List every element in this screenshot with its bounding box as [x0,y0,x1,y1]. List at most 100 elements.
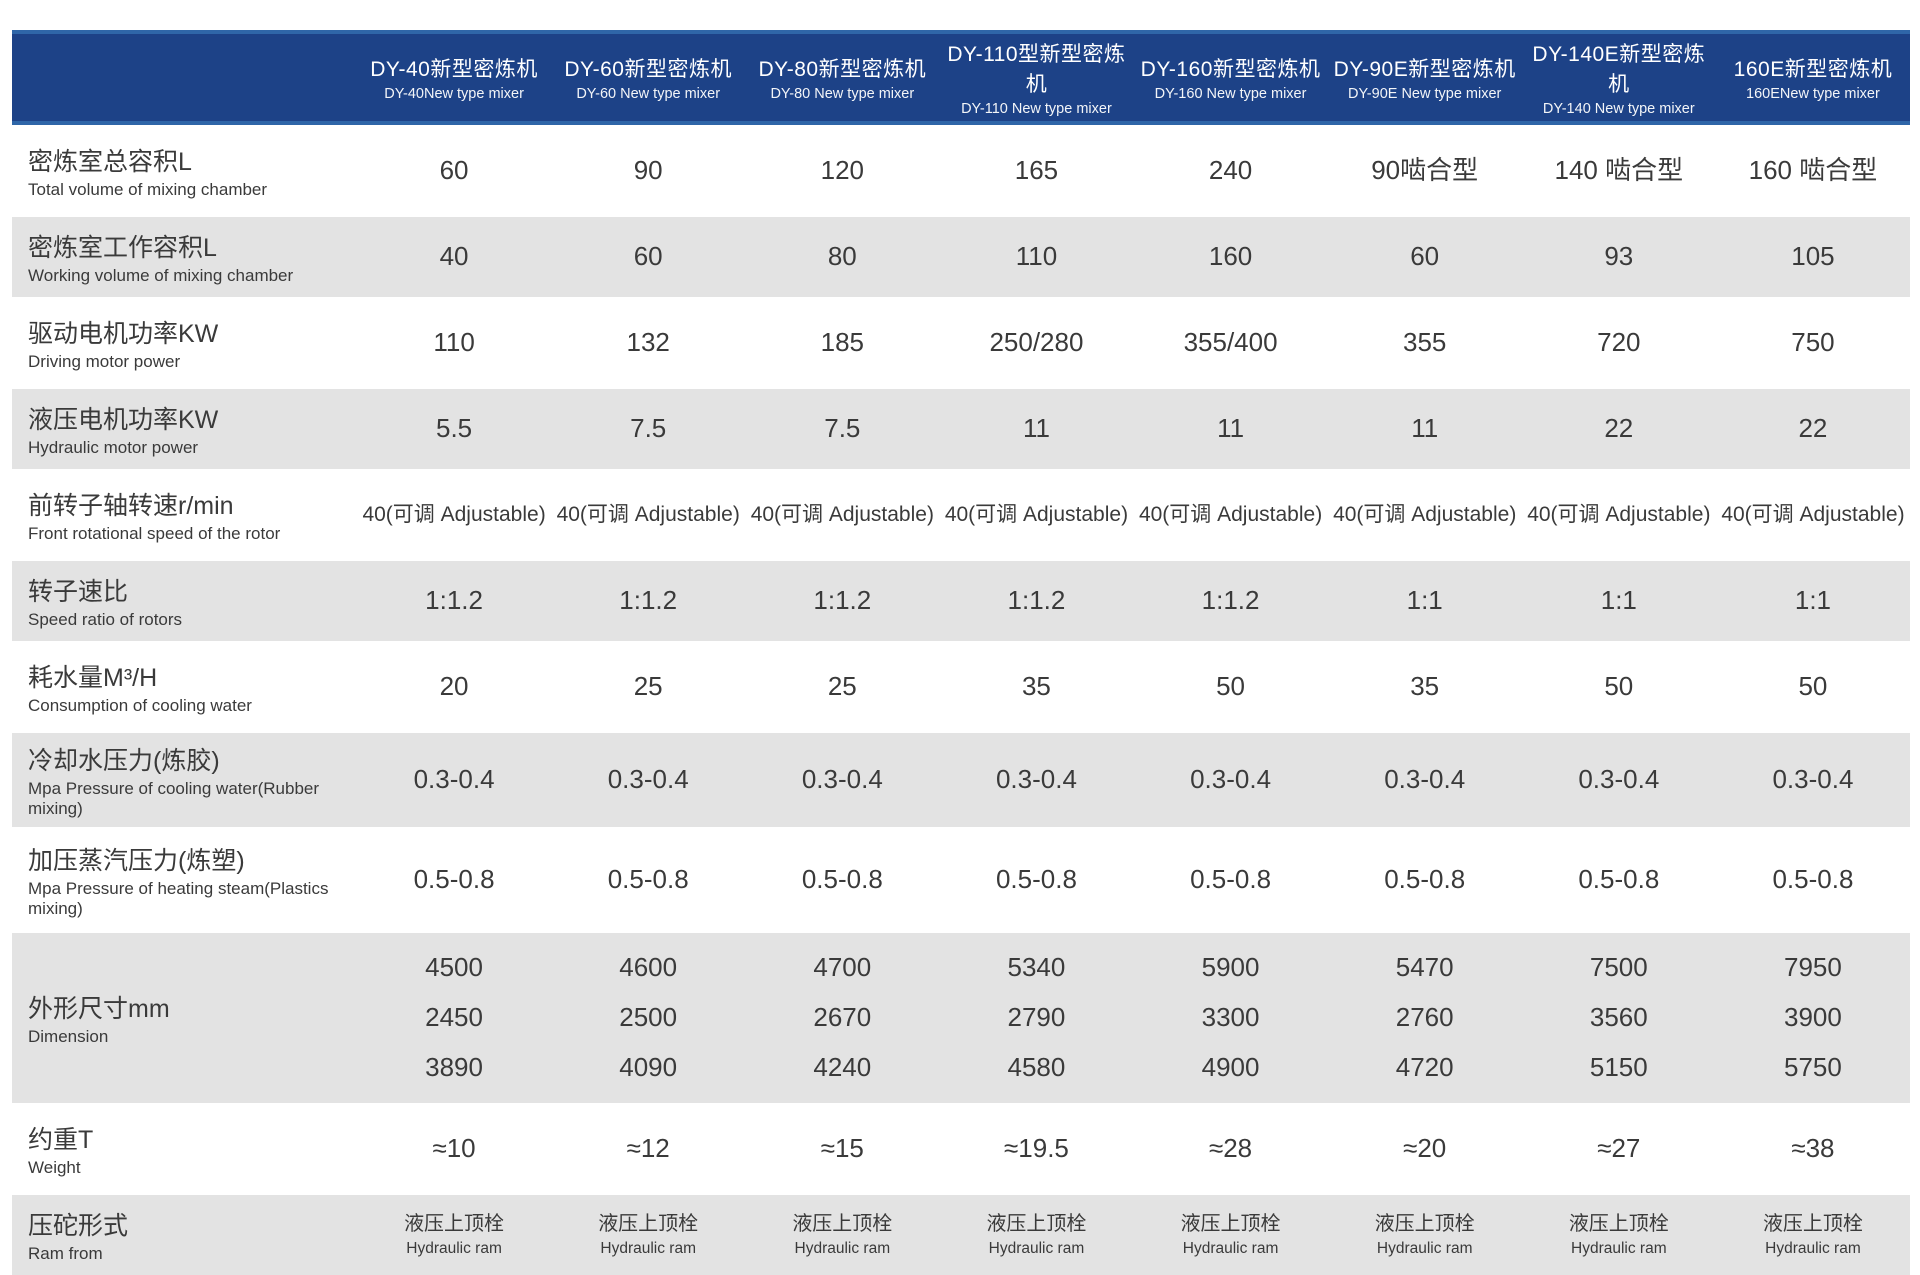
table-cell: 240 [1208,155,1253,186]
cell-cn: 液压上顶栓 [598,1212,699,1235]
table-cell: 0.3-0.4 [1772,764,1854,795]
column-header-cn: DY-110型新型密炼机 [947,43,1126,96]
table-cell: 110 [433,327,475,358]
table-cell: 40(可调 Adjustable) [362,502,546,526]
table-cell: 90啮合型 [1371,155,1479,186]
row-label-en: Working volume of mixing chamber [28,266,294,285]
row-label-en: Driving motor power [28,352,181,371]
table-row: 前转子轴转速r/min Front rotational speed of the… [12,475,1910,555]
row-label: 驱动电机功率KW Driving motor power [12,306,357,380]
table-cell: 1:1 [1794,585,1832,616]
table-cell: 0.3-0.4 [1384,764,1466,795]
table-cell: 250/280 [989,327,1084,358]
table-cell: 132 [626,327,670,358]
row-label-cn: 外形尺寸mm [28,995,170,1023]
column-header-cn: DY-140E新型密炼机 [1532,43,1706,96]
row-label-cn: 密炼室总容积L [28,148,192,176]
dimension-line: 3560 [1589,1002,1648,1033]
row-label-en: Dimension [28,1027,109,1046]
table-cell: 11 [1411,413,1439,444]
dimension-line: 2450 [425,1002,483,1033]
table-row: 压砣形式 Ram from 液压上顶栓 Hydraulic ram 液压上顶栓 Hydra… [12,1195,1910,1275]
table-cell: 40(可调 Adjustable) [1721,502,1905,526]
column-header-cn: DY-160新型密炼机 [1140,58,1321,81]
column-header-cn: DY-90E新型密炼机 [1333,58,1516,81]
row-label: 加压蒸汽压力(炼塑) Mpa Pressure of heating steam(… [12,833,357,927]
table-cell: 液压上顶栓 Hydraulic ram [745,1209,939,1262]
table-cell: ≈12 [626,1133,670,1164]
table-cell: 140 啮合型 [1554,155,1684,186]
column-header-cn: 160E新型密炼机 [1733,58,1893,81]
dimension-line: 7500 [1589,952,1648,983]
table-row: 加压蒸汽压力(炼塑) Mpa Pressure of heating steam(… [12,833,1910,927]
table-cell: 5.5 [435,413,473,444]
cell-en: Hydraulic ram [1182,1239,1279,1257]
table-row: 液压电机功率KW Hydraulic motor power 5.5 7.5 7.5 11… [12,389,1910,469]
table-cell: 50 [1798,671,1828,702]
table-cell: 0.3-0.4 [801,764,883,795]
dimension-lines: 5340 2790 4580 [941,952,1131,1083]
table-cell: 35 [1410,671,1440,702]
table-cell: 160 啮合型 [1748,155,1878,186]
table-cell: ≈15 [820,1133,864,1164]
dimension-line: 3900 [1784,1002,1842,1033]
dimension-lines: 5900 3300 4900 [1136,952,1326,1083]
dimension-line: 5470 [1395,952,1454,983]
table-row: 耗水量M³/H Consumption of cooling water 20 25 2… [12,647,1910,727]
mixer-spec-table: DY-40新型密炼机 DY-40New type mixer DY-60新型密炼机 D… [12,30,1910,1275]
row-label-en: Total volume of mixing chamber [28,180,268,199]
table-cell: 0.5-0.8 [607,864,689,895]
table-cell: 40(可调 Adjustable) [944,502,1129,526]
column-header-cn: DY-60新型密炼机 [564,58,732,81]
table-cell: 40(可调 Adjustable) [750,502,934,526]
column-header-en: DY-40New type mixer [384,86,524,102]
table-row: 冷却水压力(炼胶) Mpa Pressure of cooling water(R… [12,733,1910,827]
column-header-en: DY-60 New type mixer [576,86,721,102]
dimension-line: 7950 [1784,952,1842,983]
table-cell: 105 [1791,241,1835,272]
table-cell: 1:1 [1406,585,1443,616]
table-cell: 22 [1604,413,1634,444]
table-cell: 110 [1015,241,1058,272]
table-cell: 液压上顶栓 Hydraulic ram [1716,1209,1910,1262]
table-cell: 25 [827,671,857,702]
cell-cn: 液压上顶栓 [1568,1212,1669,1235]
dimension-line: 4240 [813,1051,872,1082]
row-label-cn: 压砣形式 [28,1212,129,1240]
cell-cn: 液压上顶栓 [986,1212,1087,1235]
dimension-lines: 5470 2760 4720 [1330,952,1520,1083]
table-cell: 0.5-0.8 [413,864,495,895]
table-cell: 1:1.2 [425,585,483,616]
cell-en: Hydraulic ram [794,1239,891,1257]
table-cell: 0.3-0.4 [1578,764,1660,795]
table-cell: 0.3-0.4 [1190,764,1272,795]
dimension-line: 4500 [425,952,483,983]
row-label: 约重T Weight [12,1112,357,1186]
table-cell: 7950 3900 5750 [1716,949,1910,1087]
table-row: 约重T Weight ≈10 ≈12 ≈15 ≈19.5 ≈28 ≈20 ≈27 ≈38 [12,1109,1910,1189]
table-cell: 25 [633,671,663,702]
dimension-line: 2500 [619,1002,678,1033]
row-label: 冷却水压力(炼胶) Mpa Pressure of cooling water(R… [12,733,357,827]
table-cell: 液压上顶栓 Hydraulic ram [551,1209,745,1262]
row-label-cn: 约重T [28,1126,94,1154]
table-row: 转子速比 Speed ratio of rotors 1:1.2 1:1.2 1:1.2… [12,561,1910,641]
cell-en: Hydraulic ram [988,1239,1085,1257]
table-row: 密炼室工作容积L Working volume of mixing chamber… [12,217,1910,297]
dimension-lines: 7950 3900 5750 [1718,952,1908,1083]
table-cell: 750 [1791,327,1835,358]
table-cell: 355 [1402,327,1447,358]
cell-cn: 液压上顶栓 [404,1212,505,1235]
table-cell: 0.5-0.8 [1772,864,1854,895]
row-label-cn: 转子速比 [28,578,129,606]
table-cell: 液压上顶栓 Hydraulic ram [357,1209,551,1262]
table-cell: 7.5 [630,413,667,444]
table-cell: 93 [1604,241,1634,272]
column-header-en: DY-160 New type mixer [1154,86,1307,102]
table-header-row: DY-40新型密炼机 DY-40New type mixer DY-60新型密炼机 D… [12,30,1910,125]
column-header-2: DY-80新型密炼机 DY-80 New type mixer [745,49,939,106]
row-label: 液压电机功率KW Hydraulic motor power [12,392,357,466]
table-cell: 40 [439,241,469,272]
row-label-cn: 冷却水压力(炼胶) [28,747,220,775]
table-cell: ≈10 [432,1133,476,1164]
